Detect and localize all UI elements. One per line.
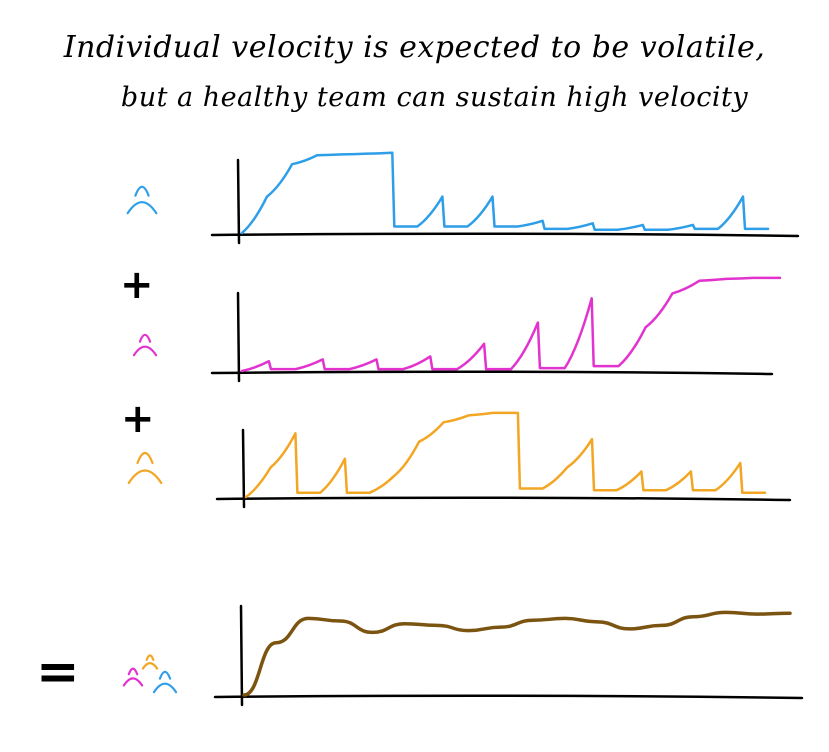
team-icon-orange: [141, 654, 159, 670]
equals-sign: =: [36, 642, 80, 702]
person-icon-magenta: [132, 333, 158, 357]
plus-sign-1: +: [120, 262, 154, 308]
y-axis-2: [236, 291, 241, 383]
velocity-line-1: [240, 151, 770, 235]
velocity-line-4: [242, 610, 792, 697]
person-icon-orange: [127, 451, 163, 485]
y-axis-4: [239, 604, 244, 707]
velocity-line-3: [244, 411, 767, 499]
y-axis-1: [236, 158, 241, 245]
title-line-2: but a healthy team can sustain high velo…: [120, 82, 749, 113]
x-axis-2: [210, 370, 774, 376]
team-icon-magenta: [122, 667, 144, 687]
y-axis-3: [241, 428, 246, 509]
velocity-line-2: [240, 276, 782, 373]
title-line-1: Individual velocity is expected to be vo…: [63, 30, 766, 65]
x-axis-3: [215, 496, 792, 502]
x-axis-1: [210, 232, 800, 238]
team-icon-blue: [152, 670, 178, 694]
person-icon-blue: [126, 185, 158, 215]
plus-sign-2: +: [121, 396, 155, 442]
x-axis-4: [213, 694, 804, 700]
